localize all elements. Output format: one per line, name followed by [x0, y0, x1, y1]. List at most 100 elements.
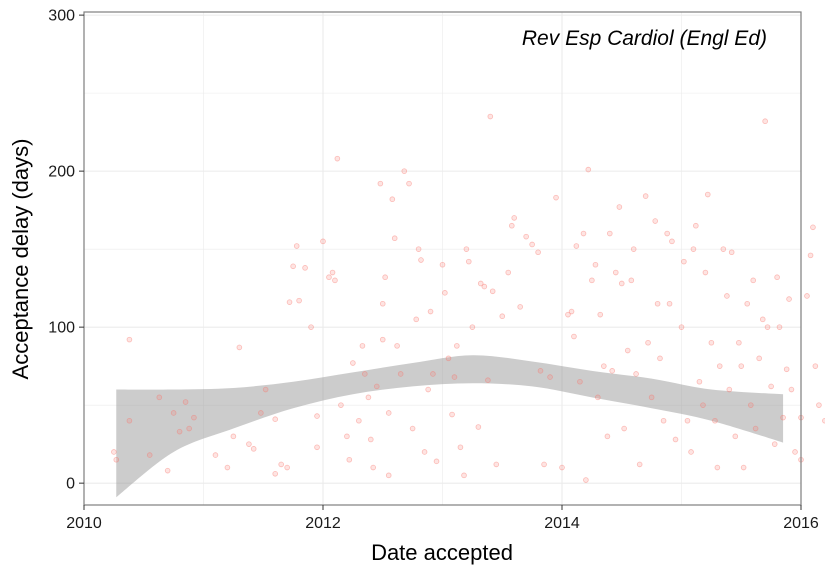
y-tick-label: 0 — [66, 476, 75, 493]
data-point — [633, 371, 639, 377]
data-point — [816, 402, 822, 408]
data-point — [224, 464, 231, 471]
data-point — [700, 402, 706, 408]
data-point — [517, 304, 523, 310]
data-point — [509, 222, 515, 229]
data-point — [688, 449, 694, 455]
data-point — [612, 269, 619, 276]
data-point — [762, 118, 768, 125]
data-point — [621, 425, 627, 432]
smooth-confidence-band — [116, 355, 784, 498]
data-point — [469, 324, 476, 330]
data-point — [771, 441, 778, 447]
x-tick-label: 2012 — [305, 515, 341, 532]
data-point — [752, 425, 759, 432]
data-point — [156, 394, 163, 401]
y-tick-label: 300 — [48, 8, 75, 25]
data-point — [182, 399, 189, 405]
data-point — [708, 339, 715, 346]
data-point — [373, 383, 380, 390]
data-point — [589, 277, 595, 284]
data-point — [669, 238, 675, 245]
data-point — [433, 458, 440, 465]
data-point — [592, 261, 599, 268]
data-point — [326, 274, 332, 281]
data-point — [236, 344, 243, 351]
data-point — [463, 246, 470, 252]
data-point — [394, 343, 400, 349]
data-point — [559, 464, 565, 471]
data-point — [191, 414, 197, 421]
data-point — [413, 316, 420, 323]
data-point — [783, 366, 790, 373]
data-point — [451, 374, 458, 380]
data-point — [748, 402, 754, 408]
data-point — [475, 424, 482, 430]
data-point — [212, 452, 219, 458]
data-point — [616, 204, 623, 210]
x-tick-label: 2014 — [544, 515, 580, 532]
data-point — [418, 257, 424, 263]
data-point — [344, 433, 350, 440]
panel-border — [83, 11, 802, 506]
data-point — [732, 433, 739, 440]
data-point — [250, 446, 257, 452]
data-point — [415, 246, 422, 252]
x-axis-ticks: 2010 2012 2014 2016 — [66, 505, 819, 532]
data-point — [346, 456, 353, 463]
data-point — [573, 243, 580, 249]
x-tick-label: 2010 — [66, 515, 102, 532]
data-point — [272, 470, 279, 477]
data-point — [810, 224, 816, 231]
data-point — [624, 347, 631, 354]
data-point — [595, 394, 601, 401]
data-point — [618, 280, 625, 287]
smooth-band-layer — [116, 355, 784, 498]
data-point — [636, 461, 643, 468]
data-point — [370, 464, 376, 471]
data-point — [583, 477, 589, 483]
data-point — [170, 410, 177, 416]
data-point — [529, 241, 535, 248]
data-point — [768, 383, 774, 390]
data-point — [792, 449, 798, 455]
data-point — [359, 343, 366, 349]
data-point — [379, 336, 386, 343]
data-point — [740, 464, 747, 471]
data-point — [571, 333, 577, 340]
data-point — [702, 269, 709, 276]
data-point — [597, 311, 604, 318]
data-point — [164, 467, 171, 474]
data-point — [630, 246, 637, 252]
data-point — [652, 218, 659, 224]
data-point — [750, 277, 756, 284]
data-point — [314, 444, 320, 451]
data-point — [377, 180, 384, 187]
data-point — [186, 425, 192, 432]
data-point — [628, 277, 635, 284]
data-point — [389, 196, 396, 203]
data-point — [547, 374, 553, 380]
data-point — [812, 363, 819, 369]
data-point — [391, 235, 398, 242]
data-point — [720, 246, 727, 252]
data-point — [678, 324, 685, 330]
data-point — [487, 113, 494, 120]
data-point — [425, 386, 431, 393]
data-point — [489, 288, 496, 295]
data-point — [565, 311, 571, 318]
x-axis-title: Date accepted — [371, 540, 513, 565]
data-point — [585, 166, 592, 173]
data-point — [714, 464, 721, 471]
data-point — [454, 343, 460, 349]
data-point — [314, 413, 320, 419]
data-point — [764, 324, 771, 330]
data-point — [696, 378, 703, 385]
data-point — [365, 394, 372, 401]
data-point — [290, 263, 296, 270]
data-point — [445, 355, 452, 362]
data-point — [262, 386, 269, 393]
data-point — [664, 230, 670, 237]
data-point — [736, 339, 742, 346]
